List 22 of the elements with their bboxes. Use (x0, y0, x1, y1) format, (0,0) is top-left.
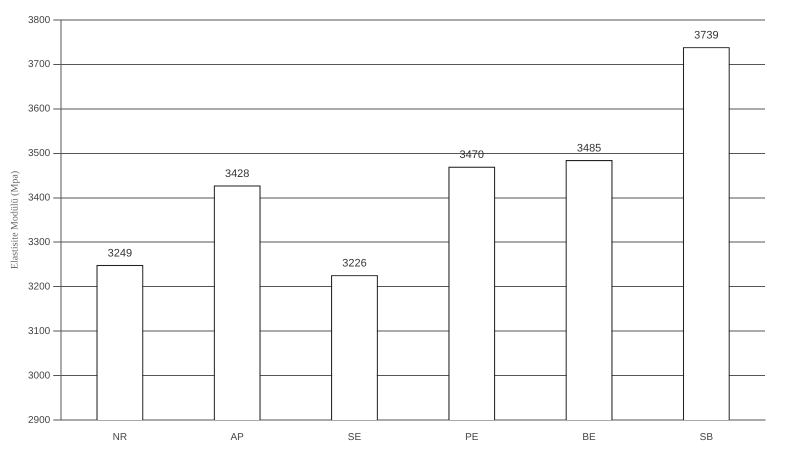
y-tick-label: 3600 (28, 104, 51, 115)
y-tick-label: 2900 (28, 414, 51, 426)
data-label: 3428 (224, 168, 250, 180)
y-tick-label: 3100 (28, 326, 51, 337)
y-tick-label: 3700 (28, 59, 51, 70)
y-tick-label: 3500 (28, 148, 51, 160)
x-tick-label: SE (348, 432, 362, 443)
data-label: 3226 (342, 258, 367, 270)
data-label: 3249 (108, 247, 132, 260)
x-tick-label: BE (582, 432, 596, 443)
data-label: 3485 (576, 142, 602, 155)
data-label: 3739 (694, 30, 719, 42)
y-axis-title: Elastisite Modülü (Mpa) (10, 170, 21, 270)
y-tick-label: 3300 (28, 236, 51, 248)
y-tick-label: 3800 (28, 14, 51, 26)
y-tick-label: 3000 (28, 370, 51, 382)
y-tick-label: 3400 (28, 192, 51, 204)
y-tick-label: 3200 (28, 281, 51, 292)
x-tick-label: PE (465, 432, 479, 443)
x-tick-label: NR (112, 432, 128, 443)
x-tick-label: AP (230, 432, 244, 443)
x-tick-label: SB (700, 432, 714, 443)
